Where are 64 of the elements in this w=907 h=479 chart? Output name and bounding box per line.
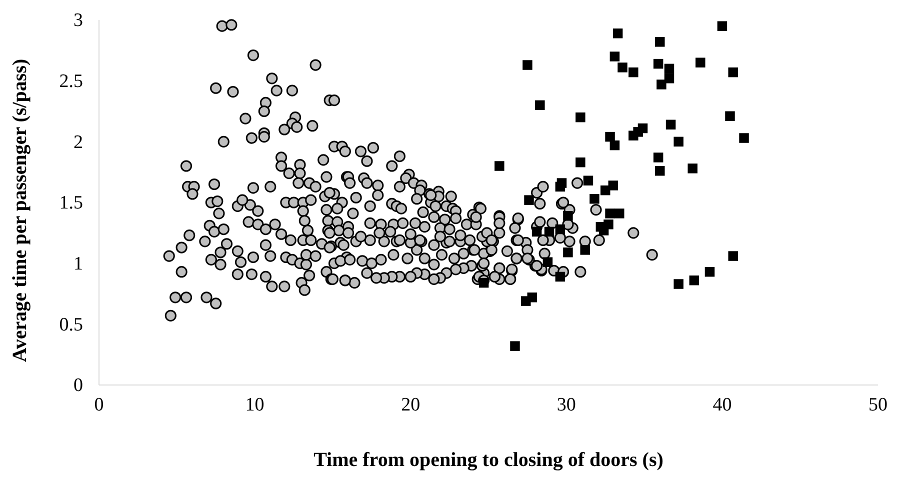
point <box>605 208 615 218</box>
point <box>532 226 542 237</box>
y-tick-label: 0 <box>74 375 83 396</box>
point <box>653 152 664 162</box>
point <box>563 248 573 258</box>
point <box>555 182 566 192</box>
point <box>580 245 590 255</box>
point <box>664 74 674 84</box>
x-tick-label: 30 <box>556 394 576 416</box>
point <box>576 157 586 168</box>
point <box>510 341 520 351</box>
point <box>618 62 628 72</box>
point <box>728 67 738 78</box>
point <box>628 67 638 78</box>
point <box>478 278 489 288</box>
y-tick-label: 1.5 <box>59 192 83 214</box>
point <box>614 208 624 218</box>
point <box>521 296 531 306</box>
point <box>610 52 620 62</box>
point <box>674 136 684 147</box>
point <box>576 112 586 122</box>
point <box>494 161 504 171</box>
point <box>524 195 534 205</box>
point <box>666 120 676 130</box>
point <box>689 275 700 286</box>
point <box>717 21 728 31</box>
x-tick-label: 20 <box>401 394 420 416</box>
point <box>653 58 664 69</box>
point <box>674 279 684 289</box>
x-tick-label: 50 <box>868 394 888 416</box>
point <box>610 140 620 150</box>
y-tick-label: 0.5 <box>59 314 83 336</box>
point <box>600 185 610 196</box>
point <box>655 166 665 176</box>
y-axis-title: Average time per passenger (s/pass) <box>9 58 31 362</box>
point <box>656 80 666 90</box>
point <box>612 28 623 38</box>
point <box>542 257 553 267</box>
point <box>739 133 749 143</box>
y-tick-label: 2 <box>74 132 83 153</box>
point <box>725 111 735 121</box>
y-tick-label: 1 <box>74 253 83 274</box>
point <box>605 132 615 142</box>
point <box>535 100 545 110</box>
y-tick-label: 2.5 <box>59 70 83 92</box>
point <box>696 58 706 68</box>
x-tick-label: 10 <box>245 394 264 416</box>
point <box>638 123 648 134</box>
point <box>655 37 665 47</box>
x-tick-label: 0 <box>94 394 104 416</box>
x-tick-label: 40 <box>712 394 732 416</box>
point <box>688 164 698 174</box>
point <box>728 251 738 261</box>
point <box>555 224 566 234</box>
point <box>563 211 573 221</box>
point <box>544 226 554 237</box>
point <box>583 176 594 186</box>
x-axis-title: Time from opening to closing of doors (s) <box>314 449 664 471</box>
point <box>522 60 532 70</box>
point <box>555 272 566 282</box>
y-tick-label: 3 <box>74 10 83 32</box>
point <box>664 64 674 74</box>
point <box>590 194 600 204</box>
point <box>704 266 715 277</box>
